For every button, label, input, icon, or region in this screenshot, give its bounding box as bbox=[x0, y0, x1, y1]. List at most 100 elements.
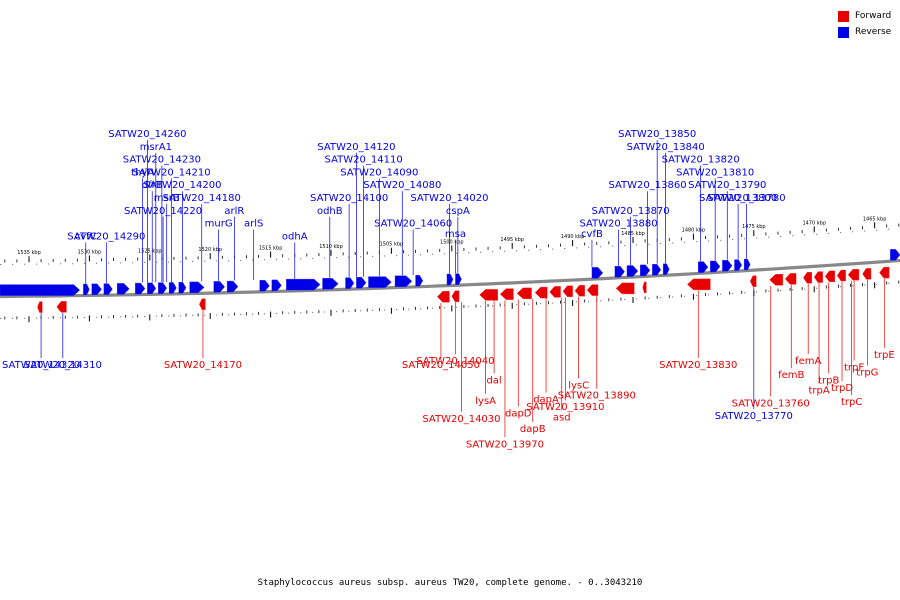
bottom-gene-label: dapD bbox=[505, 409, 532, 420]
forward-gene-arrow[interactable] bbox=[862, 268, 872, 280]
bottom-gene-label: trpG bbox=[856, 368, 878, 379]
forward-gene-arrow[interactable] bbox=[516, 287, 532, 300]
reverse-gene-arrow[interactable] bbox=[213, 281, 225, 293]
forward-gene-arrow[interactable] bbox=[749, 275, 757, 287]
reverse-swatch bbox=[838, 26, 849, 38]
forward-gene-arrow[interactable] bbox=[574, 285, 585, 297]
top-gene-label: cspA bbox=[446, 206, 470, 217]
top-gene-label: SATW20_13810 bbox=[676, 167, 754, 178]
reverse-gene-arrow[interactable] bbox=[640, 264, 651, 277]
tick-label: 1505 kbp bbox=[380, 242, 404, 248]
reverse-gene-arrow[interactable] bbox=[168, 282, 177, 294]
forward-gene-arrow[interactable] bbox=[813, 271, 823, 283]
forward-gene-arrow[interactable] bbox=[56, 301, 67, 313]
reverse-gene-arrow[interactable] bbox=[368, 276, 392, 288]
reverse-gene-arrow[interactable] bbox=[743, 258, 751, 271]
bottom-gene-label: SATW20_14050 bbox=[402, 360, 480, 371]
legend: Forward Reverse bbox=[838, 8, 891, 40]
bottom-gene-label: trpA bbox=[808, 386, 829, 397]
forward-gene-arrow[interactable] bbox=[549, 286, 561, 298]
forward-gene-arrow[interactable] bbox=[451, 290, 460, 302]
forward-gene-arrow[interactable] bbox=[847, 269, 860, 281]
forward-gene-arrow[interactable] bbox=[586, 284, 599, 296]
bottom-gene-label: SATW20_14320 bbox=[2, 360, 80, 371]
top-gene-label: SATW20_13850 bbox=[618, 129, 696, 140]
top-gene-label: cvfB bbox=[581, 229, 603, 240]
reverse-gene-arrow[interactable] bbox=[226, 280, 239, 293]
reverse-gene-arrow[interactable] bbox=[116, 283, 130, 295]
reverse-gene-arrow[interactable] bbox=[345, 277, 355, 289]
reverse-gene-arrow[interactable] bbox=[722, 260, 733, 272]
reverse-gene-arrow[interactable] bbox=[147, 282, 157, 295]
reverse-gene-arrow[interactable] bbox=[322, 278, 339, 290]
bottom-gene-label: SATW20_13890 bbox=[558, 391, 636, 402]
forward-gene-arrow[interactable] bbox=[879, 266, 890, 279]
reverse-gene-arrow[interactable] bbox=[271, 279, 282, 292]
bottom-gene-label: trpC bbox=[841, 397, 862, 408]
tick-label: 1475 kbp bbox=[742, 224, 766, 230]
forward-gene-arrow[interactable] bbox=[803, 272, 813, 284]
reverse-gene-arrow[interactable] bbox=[698, 261, 709, 273]
top-gene-label: SATW20_14090 bbox=[340, 167, 418, 178]
reverse-gene-arrow[interactable] bbox=[0, 284, 81, 296]
forward-gene-arrow[interactable] bbox=[562, 285, 573, 298]
reverse-gene-arrow[interactable] bbox=[890, 249, 900, 261]
top-gene-label: SATW20_13790 bbox=[688, 180, 766, 191]
reverse-gene-arrow[interactable] bbox=[663, 263, 670, 275]
reverse-gene-arrow[interactable] bbox=[83, 283, 90, 296]
reverse-gene-arrow[interactable] bbox=[286, 278, 321, 291]
tick-label: 1500 kbp bbox=[440, 239, 464, 245]
bottom-gene-label: SATW20_14040 bbox=[416, 356, 494, 367]
reverse-gene-arrow[interactable] bbox=[626, 265, 639, 277]
reverse-gene-arrow[interactable] bbox=[259, 280, 270, 292]
reverse-gene-arrow[interactable] bbox=[91, 283, 102, 296]
forward-gene-arrow[interactable] bbox=[37, 301, 43, 313]
forward-gene-arrow[interactable] bbox=[534, 286, 548, 299]
bottom-gene-label: femA bbox=[795, 356, 821, 367]
reverse-gene-arrow[interactable] bbox=[710, 260, 721, 273]
top-gene-label: odhA bbox=[282, 231, 308, 242]
reverse-gene-arrow[interactable] bbox=[734, 259, 742, 271]
top-gene-label: SATW20_14290 bbox=[67, 231, 145, 242]
top-gene-label: murG bbox=[205, 219, 233, 230]
legend-label-reverse: Reverse bbox=[855, 27, 892, 37]
reverse-gene-arrow[interactable] bbox=[614, 266, 625, 278]
top-gene-label: SATW20_14200 bbox=[143, 180, 221, 191]
reverse-gene-arrow[interactable] bbox=[394, 275, 413, 287]
reverse-gene-arrow[interactable] bbox=[446, 273, 454, 286]
forward-gene-arrow[interactable] bbox=[199, 298, 206, 310]
top-gene-label: SATW20_13860 bbox=[608, 180, 686, 191]
forward-gene-arrow[interactable] bbox=[769, 274, 784, 286]
forward-gene-arrow[interactable] bbox=[824, 270, 835, 283]
reverse-gene-arrow[interactable] bbox=[178, 282, 187, 294]
forward-gene-arrow[interactable] bbox=[437, 291, 450, 303]
reverse-gene-arrow[interactable] bbox=[455, 273, 462, 285]
reverse-gene-arrow[interactable] bbox=[103, 283, 113, 295]
legend-item-forward: Forward bbox=[838, 8, 891, 24]
legend-item-reverse: Reverse bbox=[838, 24, 891, 40]
forward-gene-arrow[interactable] bbox=[784, 273, 797, 285]
bottom-gene-label: dapB bbox=[520, 424, 546, 435]
forward-gene-arrow[interactable] bbox=[687, 278, 711, 291]
top-gene-label: SATW20_13870 bbox=[592, 206, 670, 217]
forward-gene-arrow[interactable] bbox=[642, 281, 647, 294]
forward-gene-arrow[interactable] bbox=[499, 288, 514, 300]
reverse-gene-arrow[interactable] bbox=[652, 264, 662, 276]
reverse-gene-arrow[interactable] bbox=[189, 281, 205, 294]
forward-gene-arrow[interactable] bbox=[615, 282, 635, 295]
reverse-gene-arrow[interactable] bbox=[158, 282, 167, 294]
reverse-gene-arrow[interactable] bbox=[135, 282, 146, 295]
forward-swatch bbox=[838, 10, 849, 22]
forward-gene-arrow[interactable] bbox=[836, 269, 846, 282]
top-gene-label: SATW20_13880 bbox=[579, 219, 657, 230]
legend-label-forward: Forward bbox=[855, 11, 892, 21]
figure-caption: Staphylococcus aureus subsp. aureus TW20… bbox=[257, 578, 643, 588]
backbone-line bbox=[0, 258, 900, 299]
forward-gene-arrow[interactable] bbox=[479, 289, 498, 301]
reverse-gene-arrow[interactable] bbox=[591, 267, 604, 279]
gene-layer[interactable] bbox=[0, 249, 900, 313]
reverse-gene-arrow[interactable] bbox=[356, 277, 367, 289]
reverse-gene-arrow[interactable] bbox=[415, 274, 424, 287]
tick-label: 1470 kbp bbox=[802, 220, 826, 226]
top-gene-label: dfrB bbox=[142, 180, 163, 191]
